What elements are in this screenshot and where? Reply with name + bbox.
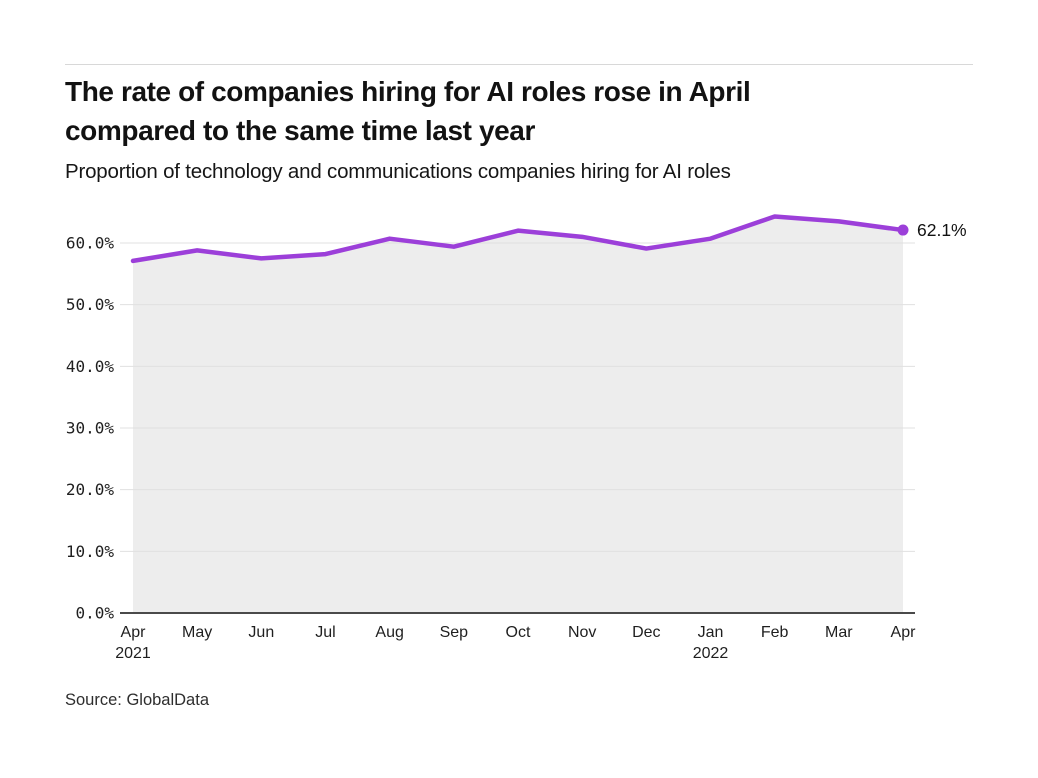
year-label: 2022 [693,645,729,662]
x-axis-label: Jan [698,624,724,641]
x-axis-label: Aug [375,624,403,641]
data-line [130,214,906,264]
x-axis-label: Sep [440,624,469,641]
end-value-label: 62.1% [917,220,967,240]
y-axis-label: 20.0% [66,480,115,499]
end-point-dot [897,224,909,236]
chart-title: The rate of companies hiring for AI role… [65,76,751,146]
y-axis-label: 50.0% [66,295,115,314]
x-axis-label: Nov [568,624,596,641]
source-label: Source: GlobalData [65,691,209,709]
x-axis-label: Mar [825,624,853,641]
x-axis-label: Jun [248,624,274,641]
area-fill [133,216,903,613]
y-axis-label: 40.0% [66,357,115,376]
x-axis-label: Dec [632,624,660,641]
x-axis-label: Feb [761,624,789,641]
x-axis-label: Apr [891,624,917,641]
top-divider [65,64,973,65]
y-axis-label: 0.0% [75,604,114,623]
chart-subtitle: Proportion of technology and communicati… [65,160,731,183]
y-axis-label: 10.0% [66,542,115,561]
x-axis-label: Apr [121,624,147,641]
year-label: 2021 [115,645,151,662]
x-axis-label: Jul [315,624,335,641]
x-axis-label: Oct [506,624,531,641]
y-axis-label: 60.0% [66,234,115,253]
y-axis-label: 30.0% [66,419,115,438]
x-axis-label: May [182,624,212,641]
